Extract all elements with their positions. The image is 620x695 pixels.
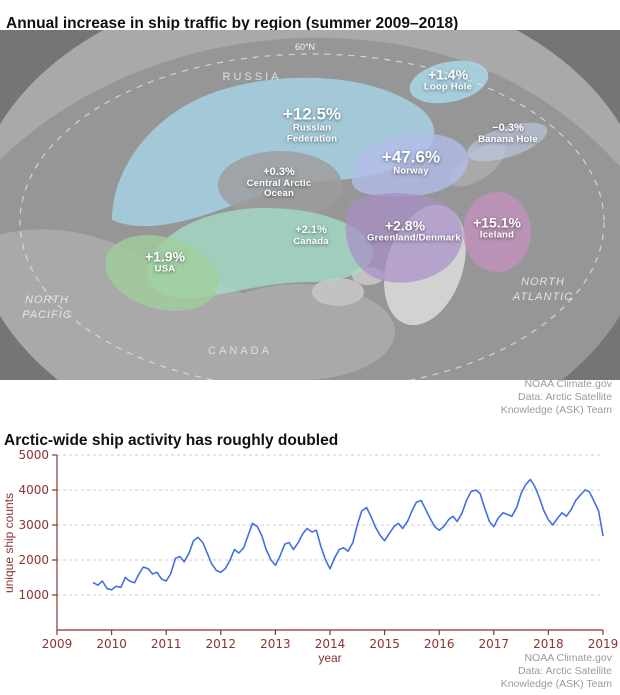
sixty-degrees-north-circle: [19, 53, 605, 391]
chart-title: Arctic-wide ship activity has roughly do…: [4, 431, 339, 449]
region-label-canada: +2.1% Canada: [293, 223, 329, 247]
svg-text:2013: 2013: [260, 637, 291, 650]
svg-text:2019: 2019: [588, 637, 619, 650]
region-label-loop-hole: +1.4% Loop Hole: [424, 67, 472, 92]
region-label-banana-hole: −0.3% Banana Hole: [478, 121, 538, 145]
region-label-greenland-denmark: +2.8% Greenland/Denmark: [367, 217, 461, 244]
arctic-map: +12.5% Russian Federation +1.4% Loop Hol…: [0, 0, 620, 460]
region-name: Greenland/Denmark: [367, 232, 461, 244]
map-title: Annual increase in ship traffic by regio…: [6, 15, 459, 33]
arctic-map-svg: [0, 0, 620, 460]
svg-text:2016: 2016: [424, 637, 455, 650]
region-value: +1.4%: [427, 66, 469, 83]
region-name: USA: [154, 263, 176, 275]
svg-text:2015: 2015: [369, 637, 400, 650]
region-label-iceland: +15.1% Iceland: [473, 215, 521, 240]
region-value: +0.3%: [263, 165, 295, 178]
label-russia: RUSSIA: [222, 71, 282, 83]
svg-text:2014: 2014: [315, 637, 346, 650]
attribution-line: Data: Arctic Satellite: [518, 391, 612, 404]
svg-text:5000: 5000: [18, 448, 49, 462]
region-value: +1.9%: [144, 248, 186, 265]
region-shape-banana-hole: [466, 122, 548, 162]
label-canada-land: CANADA: [208, 345, 272, 357]
region-value: −0.3%: [492, 121, 524, 134]
attribution-line: Data: Arctic Satellite: [518, 665, 612, 678]
region-shape-iceland: [463, 192, 531, 272]
region-value: +12.5%: [282, 104, 342, 124]
region-shape-usa: [105, 235, 219, 311]
region-name: Iceland: [479, 229, 515, 241]
label-north-pacific: NORTH PACIFIC: [22, 294, 72, 321]
land-eurasia: [0, 10, 620, 190]
region-name: Russian Federation: [286, 122, 338, 145]
ship-activity-line-chart: 1000 2000 3000 4000 5000 2009 2010 2011 2012 2013…: [18, 448, 619, 650]
svg-text:1000: 1000: [18, 588, 49, 602]
land-canada-mainland: [205, 284, 395, 380]
svg-text:2009: 2009: [42, 637, 73, 650]
svg-text:2017: 2017: [479, 637, 510, 650]
label-north-atlantic: NORTH ATLANTIC: [512, 276, 574, 303]
svg-text:2000: 2000: [18, 553, 49, 567]
region-label-central-arctic-ocean: +0.3% Central Arctic Ocean: [246, 165, 312, 199]
attribution-line: Knowledge (ASK) Team: [500, 678, 612, 691]
chart-attribution: NOAA Climate.gov Data: Arctic Satellite …: [501, 652, 612, 691]
land-arctic-archipelago: [312, 278, 364, 306]
region-shape-greenland-denmark: [345, 192, 463, 283]
label-60n: 60°N: [294, 42, 316, 52]
region-value: +15.1%: [473, 214, 521, 231]
region-label-russian-federation: +12.5% Russian Federation: [272, 104, 352, 145]
region-name: Canada: [293, 235, 329, 247]
svg-text:2011: 2011: [151, 637, 182, 650]
x-axis-label: year: [318, 651, 342, 665]
region-name: Central Arctic Ocean: [246, 177, 312, 199]
region-shape-loop-hole: [409, 60, 489, 104]
svg-text:2018: 2018: [533, 637, 564, 650]
region-label-norway: +47.6% Norway: [381, 147, 441, 178]
region-value: +47.6%: [381, 147, 441, 167]
region-shape-norway: [351, 133, 469, 197]
region-label-usa: +1.9% USA: [145, 249, 185, 274]
svg-text:3000: 3000: [18, 518, 49, 532]
attribution-line: NOAA Climate.gov: [524, 378, 612, 390]
region-value: +2.8%: [384, 217, 426, 234]
region-shape-central-arctic-ocean: [218, 151, 342, 219]
svg-text:2010: 2010: [96, 637, 127, 650]
region-value: +2.1%: [295, 223, 327, 236]
region-name: Norway: [393, 166, 429, 178]
attribution-line: Knowledge (ASK) Team: [500, 404, 612, 417]
region-name: Banana Hole: [478, 133, 538, 145]
region-name: Loop Hole: [423, 81, 473, 93]
map-attribution: NOAA Climate.gov Data: Arctic Satellite …: [501, 378, 612, 417]
svg-text:2012: 2012: [206, 637, 237, 650]
svg-text:4000: 4000: [18, 483, 49, 497]
attribution-line: NOAA Climate.gov: [524, 652, 612, 664]
